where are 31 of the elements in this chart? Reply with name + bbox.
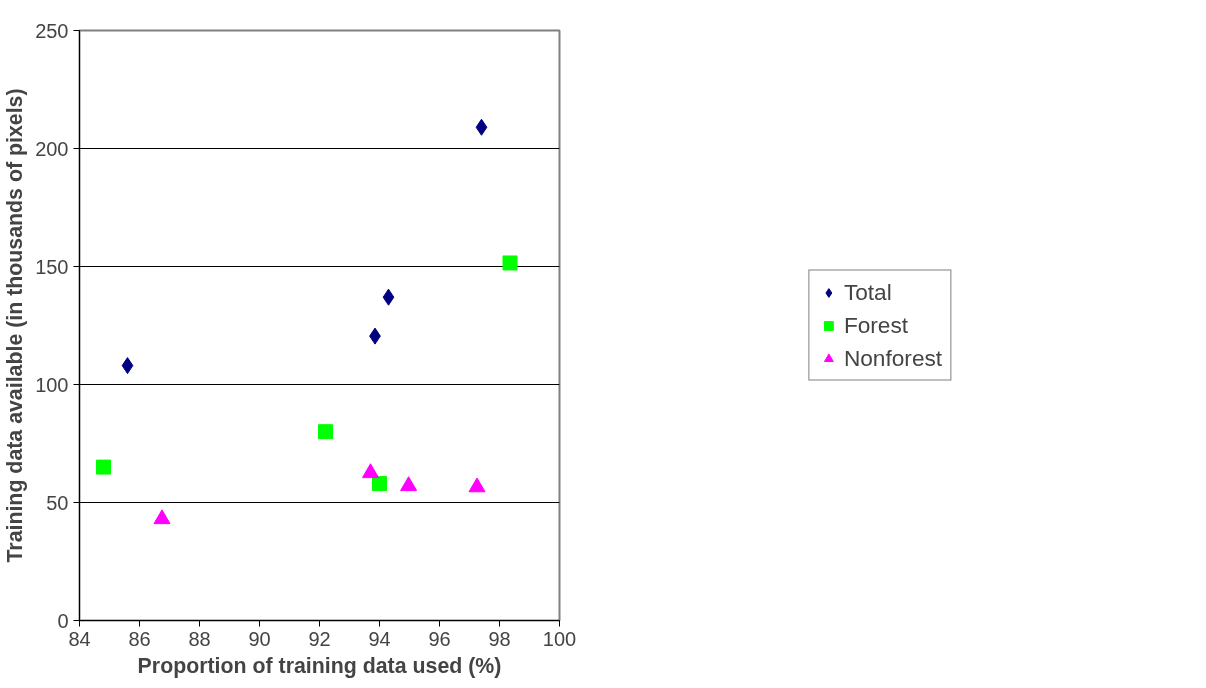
x-axis-title: Proportion of training data used (%) (137, 653, 502, 678)
x-tick-label: 90 (248, 627, 271, 650)
y-axis-title: Training data available (in thousands of pixels) (3, 88, 28, 563)
x-tick-label: 88 (188, 627, 211, 650)
y-tick-label: 0 (57, 609, 69, 632)
x-tick-label: 96 (428, 627, 451, 650)
point (382, 288, 395, 306)
point (153, 509, 171, 525)
point (372, 476, 387, 492)
y-tick-label: 250 (35, 19, 69, 42)
x-tick-label: 92 (308, 627, 331, 650)
point (475, 118, 488, 136)
point (400, 476, 418, 492)
x-tick-label: 100 (542, 627, 577, 650)
legend-label: Forest (843, 311, 909, 339)
y-tick-label: 150 (35, 255, 69, 278)
point (318, 424, 333, 440)
point (468, 477, 486, 493)
y-tick-label: 50 (46, 491, 69, 514)
point (502, 255, 518, 271)
legend-label: Total (843, 278, 892, 306)
x-tick-label: 86 (128, 627, 151, 650)
legend-label: Nonforest (843, 344, 943, 372)
point (362, 463, 379, 479)
point (121, 357, 134, 375)
y-tick-label: 100 (35, 373, 69, 396)
x-tick-label: 94 (368, 627, 391, 650)
point (96, 459, 111, 475)
x-tick-label: 98 (488, 627, 511, 650)
y-tick-label: 200 (35, 137, 69, 160)
x-tick-label: 84 (68, 627, 91, 650)
